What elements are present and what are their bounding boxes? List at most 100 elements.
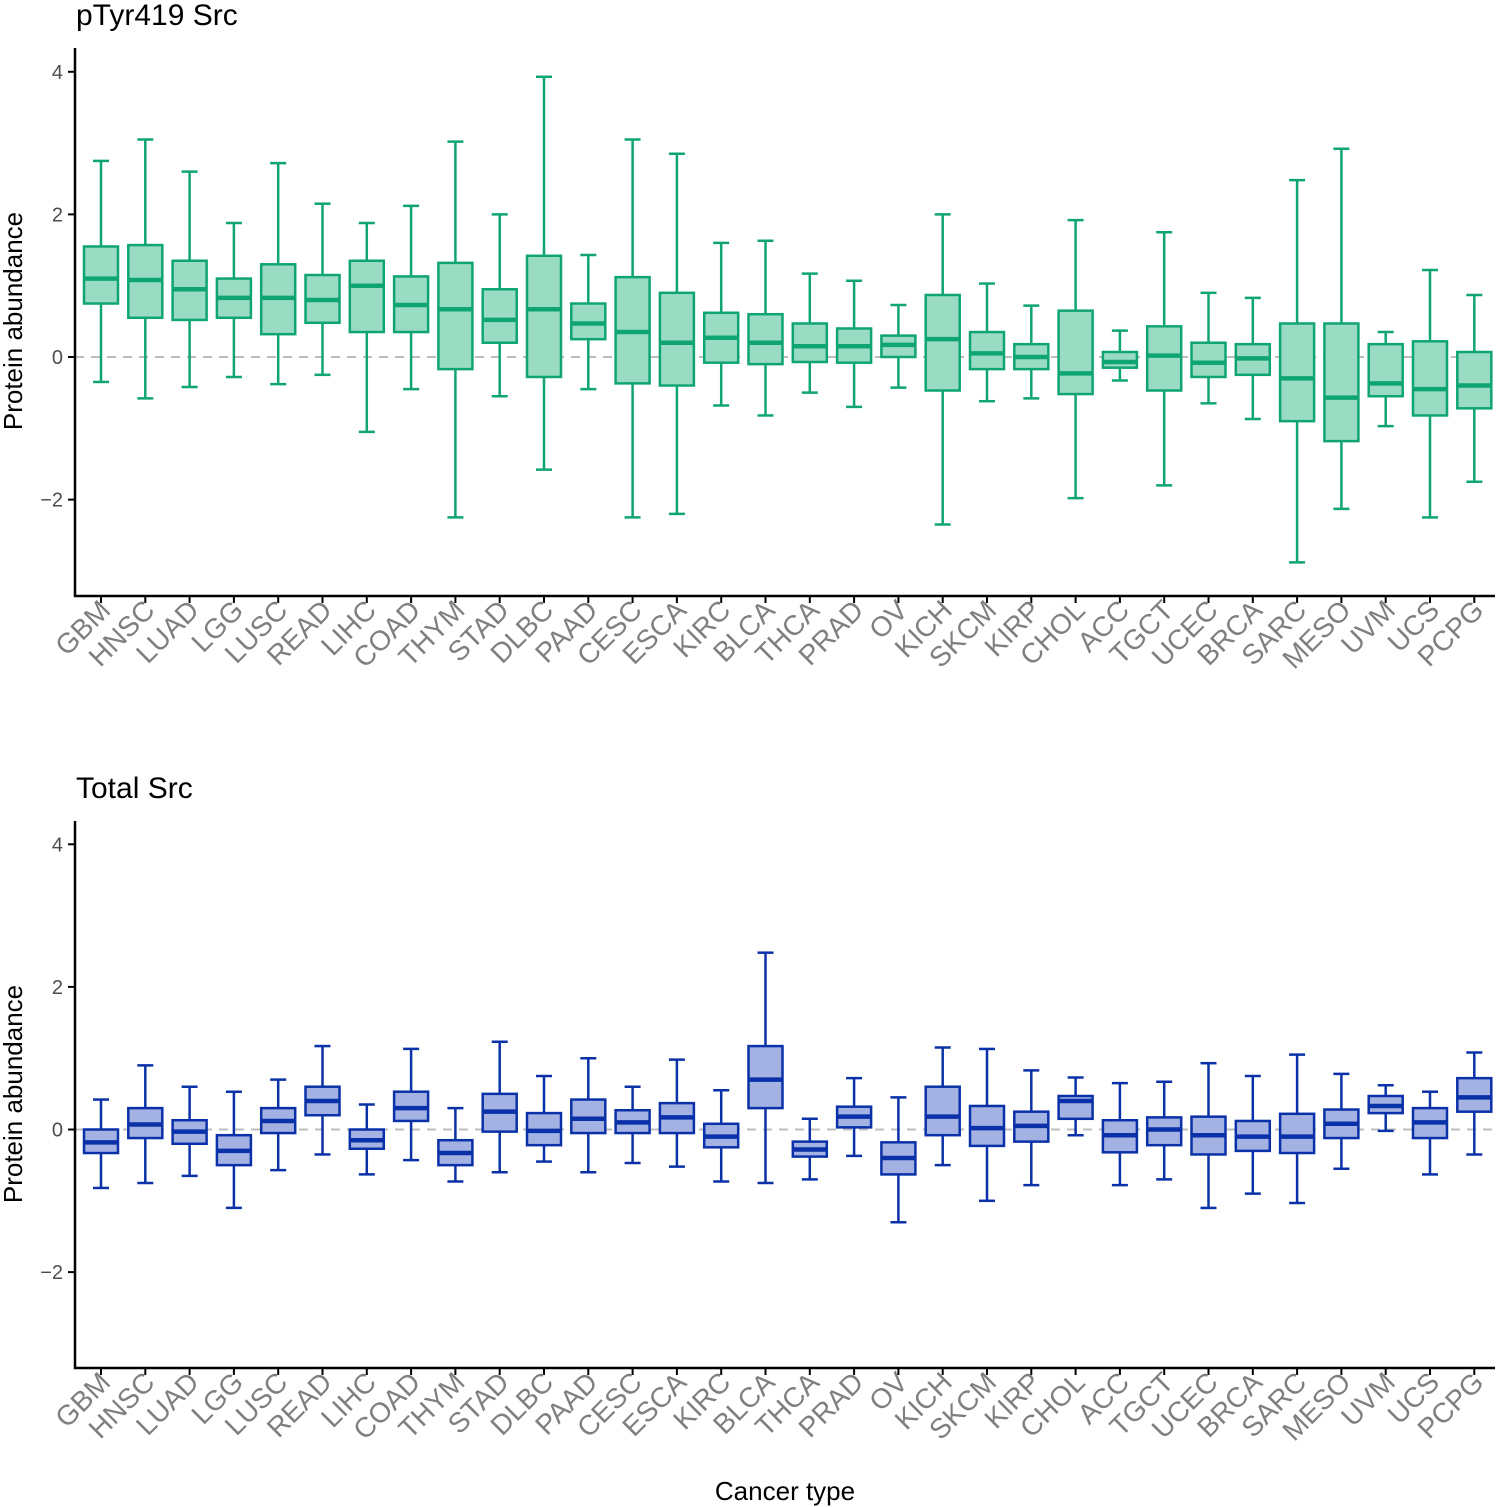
box-ucs	[1411, 268, 1449, 519]
iqr-box	[924, 1085, 961, 1137]
iqr-box	[348, 259, 386, 334]
iqr-box	[1411, 340, 1449, 417]
iqr-box	[747, 312, 784, 366]
iqr-box	[1190, 341, 1227, 379]
y-tick-label: 4	[52, 834, 63, 856]
box-gbm	[82, 1098, 120, 1190]
box-tgct	[1145, 230, 1183, 487]
box-ov	[880, 303, 917, 389]
box-gbm	[82, 159, 120, 384]
y-axis-label: Protein abundance	[0, 985, 28, 1203]
box-skcm	[968, 1047, 1006, 1203]
iqr-box	[924, 293, 961, 392]
box-lusc	[259, 161, 297, 386]
box-tgct	[1145, 1080, 1183, 1181]
x-axis-label: Cancer type	[715, 1476, 855, 1506]
box-luad	[171, 170, 208, 389]
box-kich	[924, 1046, 961, 1167]
box-cesc	[614, 138, 651, 519]
box-skcm	[968, 282, 1006, 403]
box-ucec	[1190, 291, 1227, 405]
y-tick-label: −2	[40, 1262, 63, 1284]
box-pcpg	[1456, 293, 1493, 484]
box-kirp	[1013, 1069, 1050, 1187]
y-tick-label: −2	[40, 490, 63, 512]
y-axis-label: Protein abundance	[0, 212, 28, 430]
iqr-box	[1323, 322, 1360, 443]
box-thym	[437, 1106, 474, 1183]
iqr-box	[1456, 1076, 1493, 1113]
iqr-box	[658, 291, 696, 387]
box-dlbc	[525, 1074, 563, 1163]
iqr-box	[481, 288, 518, 344]
box-hnsc	[127, 1064, 164, 1185]
y-tick-label: 0	[52, 347, 63, 369]
panel-title: Total Src	[76, 772, 193, 805]
box-prad	[835, 279, 873, 409]
box-kirp	[1013, 304, 1050, 400]
box-thym	[437, 140, 474, 519]
box-uvm	[1367, 1084, 1404, 1133]
panel-ptyr419-src: pTyr419 Src Protein abundance GBMHNSCLUA…	[0, 0, 1495, 675]
box-sarc	[1278, 178, 1316, 564]
box-dlbc	[525, 75, 563, 471]
box-kich	[924, 213, 961, 526]
box-pcpg	[1456, 1051, 1493, 1156]
iqr-box	[1145, 325, 1183, 392]
box-thca	[791, 272, 829, 394]
box-coad	[392, 1047, 430, 1162]
box-kirc	[702, 1089, 740, 1183]
box-stad	[481, 1040, 518, 1174]
box-prad	[835, 1076, 873, 1158]
iqr-box	[1456, 350, 1493, 410]
box-chol	[1057, 218, 1094, 500]
iqr-box	[525, 254, 563, 379]
box-meso	[1323, 1072, 1360, 1170]
box-lihc	[348, 221, 386, 434]
box-thca	[791, 1117, 829, 1181]
y-tick-label: 4	[52, 62, 63, 84]
box-read	[304, 1044, 341, 1156]
box-lgg	[215, 221, 253, 379]
iqr-box	[1057, 309, 1094, 396]
iqr-box	[791, 322, 829, 364]
box-esca	[658, 152, 696, 516]
box-read	[304, 202, 341, 377]
box-meso	[1323, 147, 1360, 511]
y-tick-label: 0	[52, 1120, 63, 1142]
panel-total-src: Total Src Protein abundance Cancer type …	[0, 772, 1495, 1506]
iqr-box	[1278, 322, 1316, 423]
box-blca	[747, 239, 784, 417]
box-uvm	[1367, 330, 1404, 428]
iqr-box	[1367, 342, 1404, 398]
box-paad	[570, 1056, 607, 1174]
box-acc	[1101, 329, 1139, 382]
box-cesc	[614, 1085, 651, 1165]
box-kirc	[702, 241, 740, 407]
box-lihc	[348, 1103, 386, 1176]
iqr-box	[747, 1044, 784, 1110]
iqr-box	[437, 261, 474, 371]
iqr-box	[1278, 1112, 1316, 1155]
box-chol	[1057, 1076, 1094, 1137]
box-luad	[171, 1085, 208, 1178]
box-lusc	[259, 1078, 297, 1172]
box-hnsc	[127, 138, 164, 400]
box-ucec	[1190, 1061, 1227, 1210]
box-sarc	[1278, 1053, 1316, 1205]
box-ucs	[1411, 1090, 1449, 1176]
box-blca	[747, 951, 784, 1185]
box-ov	[880, 1096, 917, 1224]
panel-title: pTyr419 Src	[76, 0, 238, 32]
box-brca	[1234, 296, 1272, 421]
iqr-box	[82, 245, 120, 305]
box-paad	[570, 253, 607, 391]
y-tick-label: 2	[52, 204, 63, 226]
box-esca	[658, 1058, 696, 1168]
y-tick-label: 2	[52, 977, 63, 999]
box-acc	[1101, 1081, 1139, 1187]
box-stad	[481, 213, 518, 398]
iqr-box	[570, 1098, 607, 1135]
box-coad	[392, 204, 430, 391]
